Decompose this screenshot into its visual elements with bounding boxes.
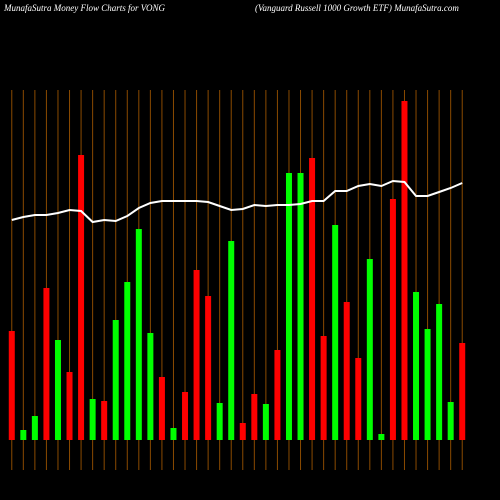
bar [216, 403, 223, 440]
bar [274, 350, 281, 440]
bar [309, 158, 316, 440]
bar [43, 288, 50, 440]
bar [8, 331, 15, 440]
bar [112, 320, 119, 440]
bar [436, 304, 443, 440]
bar [447, 402, 454, 440]
chart-subtitle: (Vanguard Russell 1000 Growth ETF) Munaf… [255, 3, 459, 13]
bar [389, 199, 396, 440]
bar [54, 340, 61, 440]
bar [401, 101, 408, 440]
bar [31, 416, 38, 440]
bar [424, 329, 431, 440]
bar [89, 399, 96, 440]
bar [193, 270, 200, 440]
bar [66, 372, 73, 440]
bar [297, 173, 304, 440]
bar [205, 296, 212, 440]
bar [459, 343, 466, 440]
bar [343, 302, 350, 440]
bar [251, 394, 258, 440]
bar [378, 434, 385, 440]
bar [355, 358, 362, 440]
bar [124, 282, 131, 440]
bar [182, 392, 189, 440]
bar [170, 428, 177, 440]
bar [101, 401, 108, 440]
bar [320, 336, 327, 440]
bar [239, 423, 246, 440]
bar [158, 377, 165, 440]
line [11, 179, 463, 224]
bar [332, 225, 339, 440]
bar [413, 292, 420, 440]
bar [285, 173, 292, 440]
bar [135, 229, 142, 440]
bar [228, 241, 235, 440]
bar [366, 259, 373, 440]
chart-title: MunafaSutra Money Flow Charts for VONG [3, 3, 165, 13]
bar [78, 155, 85, 440]
bar [147, 333, 154, 440]
bar [20, 430, 27, 440]
bar [262, 404, 269, 440]
